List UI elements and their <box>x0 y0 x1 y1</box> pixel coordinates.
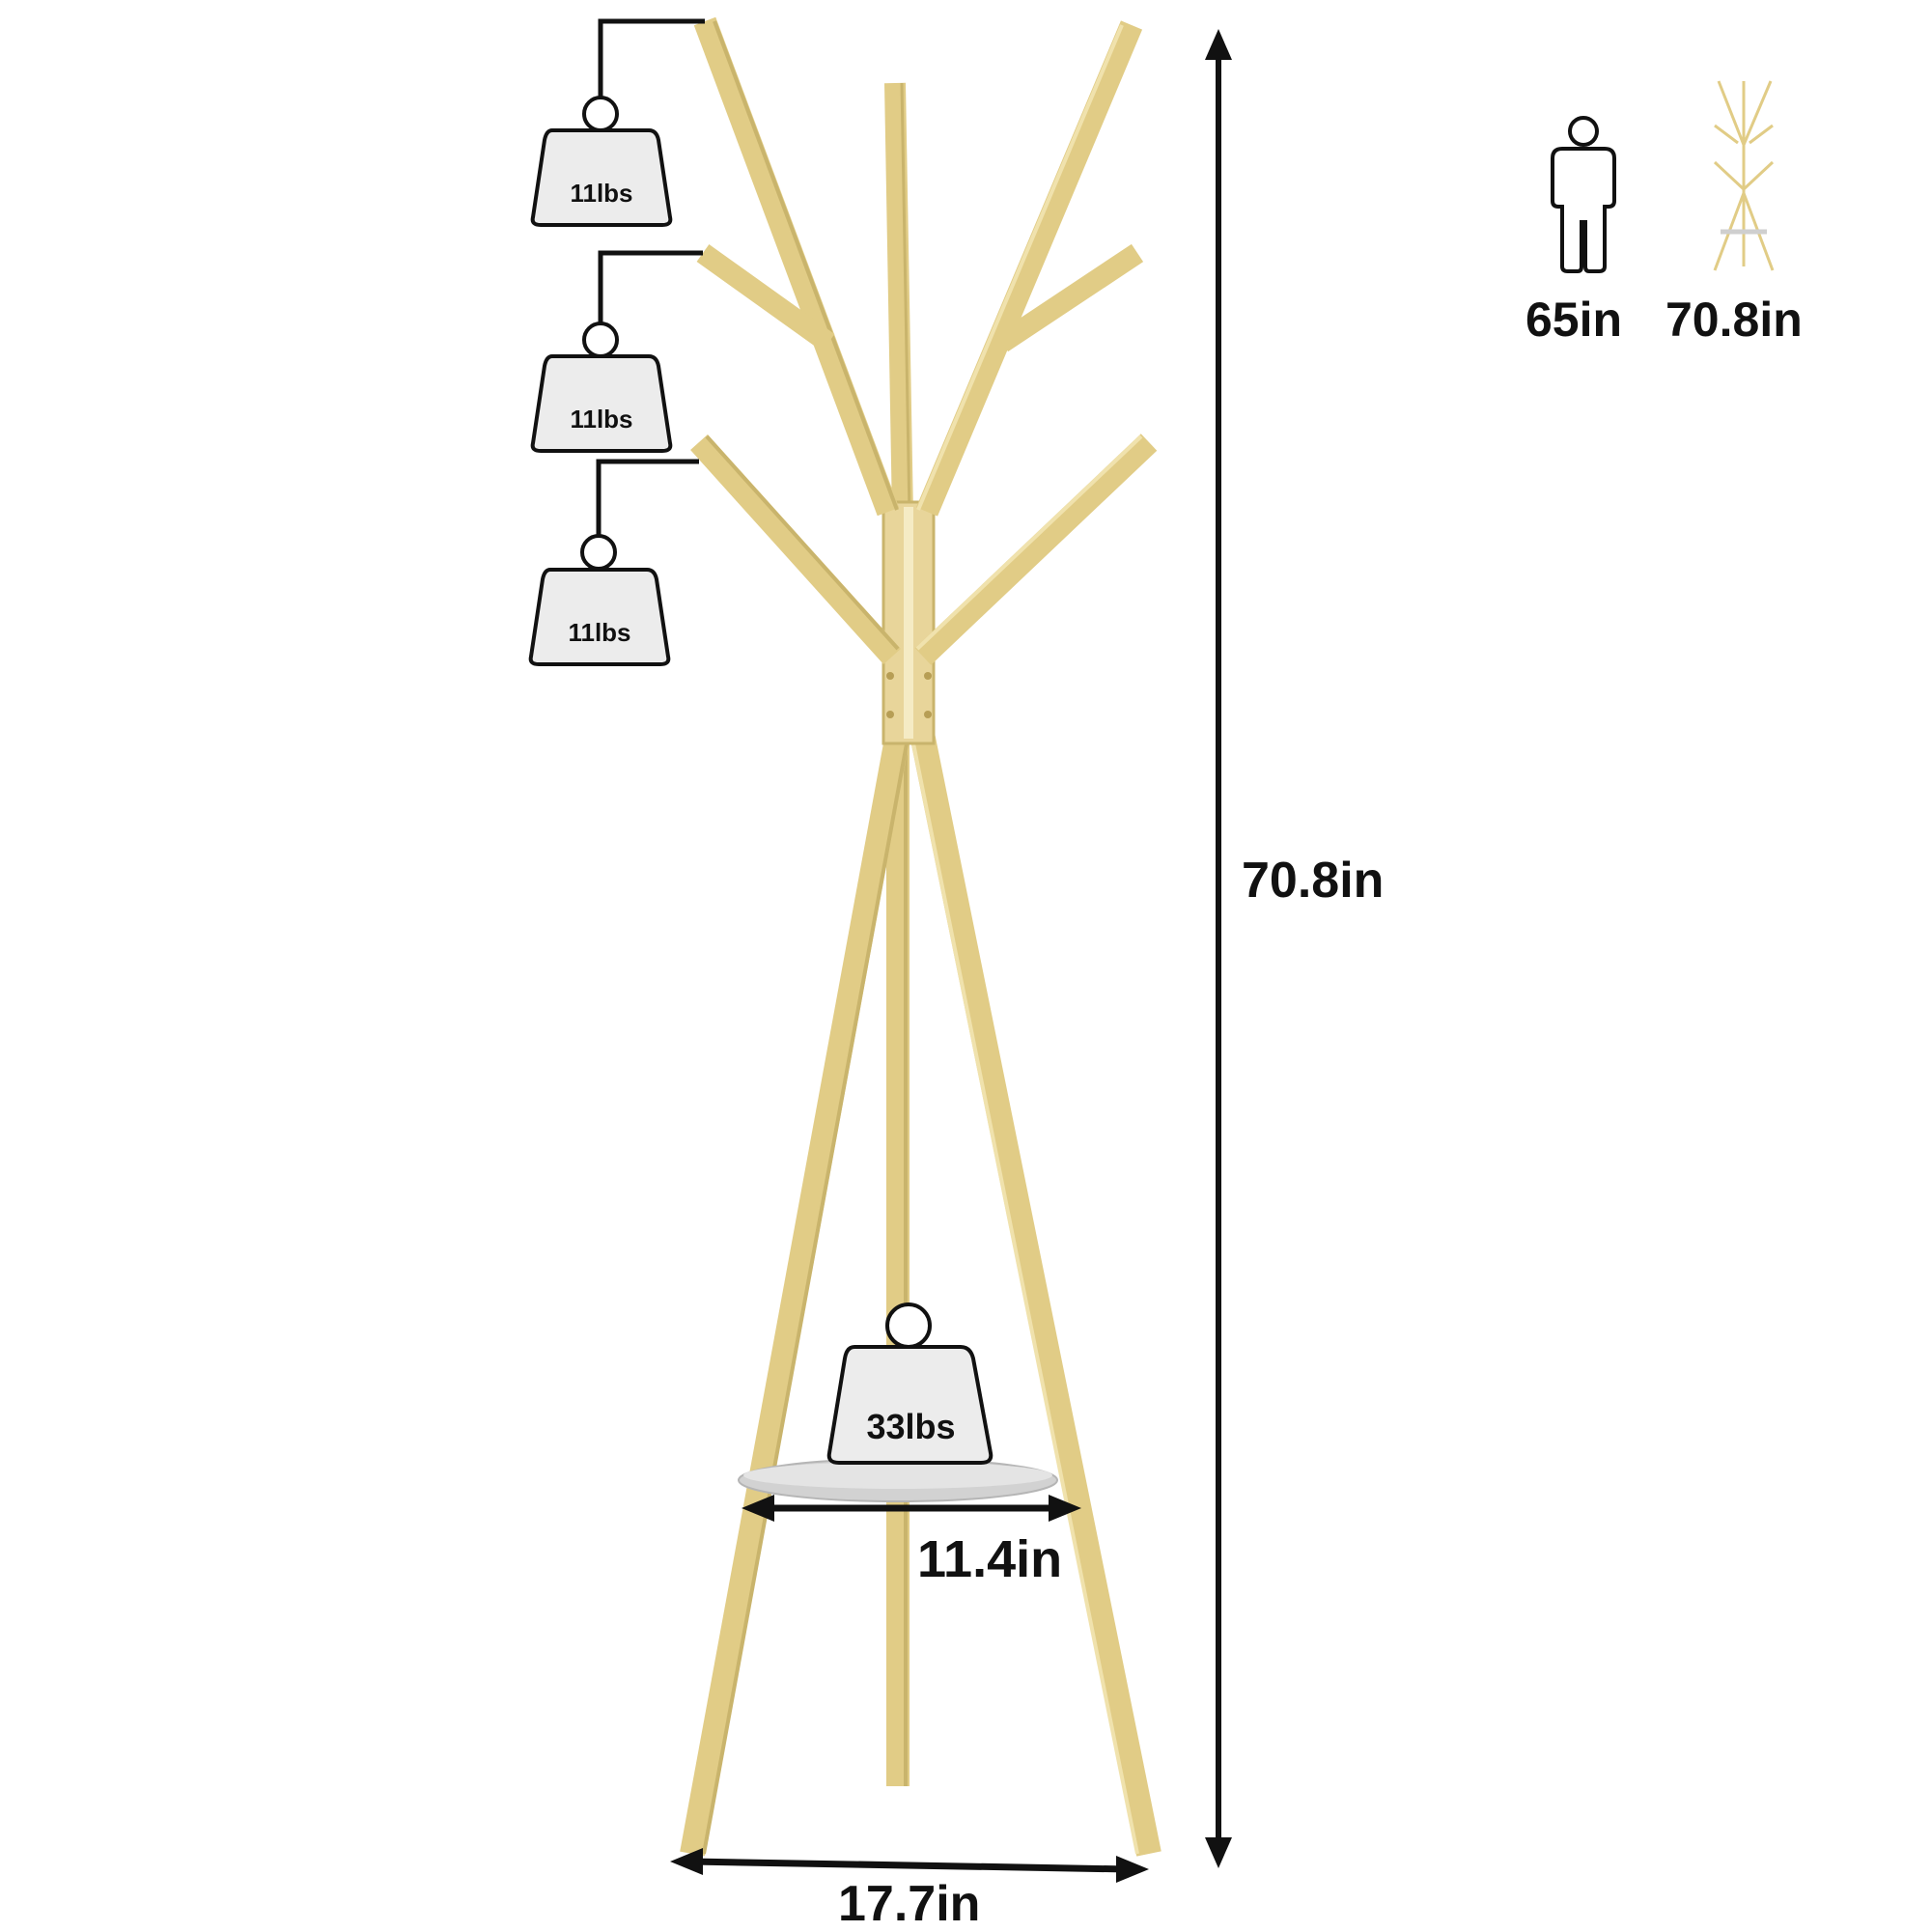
weight-icon <box>826 1345 993 1465</box>
person-icon <box>1551 116 1616 273</box>
person-height-label: 65in <box>1525 293 1623 347</box>
rack-right-leg <box>910 731 1161 1857</box>
rack-left-leg <box>680 731 910 1857</box>
base-width-dimension-arrow <box>670 1848 1149 1883</box>
shelf-width-label: 11.4in <box>917 1530 1063 1588</box>
coat-rack <box>680 16 1161 1857</box>
shelf-weight <box>826 1302 993 1465</box>
rack-branch-lower-right <box>914 434 1158 665</box>
rack-branch-upper-left <box>693 16 900 517</box>
rack-height-label: 70.8in <box>1665 293 1803 347</box>
hook-weight-2-label: 11lbs <box>570 405 633 434</box>
height-dimension-label: 70.8in <box>1242 853 1385 909</box>
rack-branch-upper-right <box>915 20 1143 517</box>
weight-icon <box>530 128 673 227</box>
shelf-width-dimension-arrow <box>742 1495 1081 1522</box>
hook-weight-2 <box>530 250 703 453</box>
base-width-label: 17.7in <box>838 1876 981 1932</box>
hook-weight-1-label: 11lbs <box>570 179 633 208</box>
weight-icon <box>530 354 673 453</box>
weight-icon <box>528 568 671 666</box>
hook-weight-3 <box>528 459 699 666</box>
rack-branch-middle-right <box>995 243 1144 352</box>
rack-branch-middle-left <box>696 244 835 351</box>
rack-branch-lower-left <box>690 434 901 665</box>
shelf-weight-label: 33lbs <box>866 1407 956 1446</box>
height-dimension-arrow <box>1205 29 1232 1868</box>
coat-rack-icon <box>1713 80 1775 271</box>
hook-weight-1 <box>530 18 705 227</box>
hook-weight-3-label: 11lbs <box>568 618 631 647</box>
